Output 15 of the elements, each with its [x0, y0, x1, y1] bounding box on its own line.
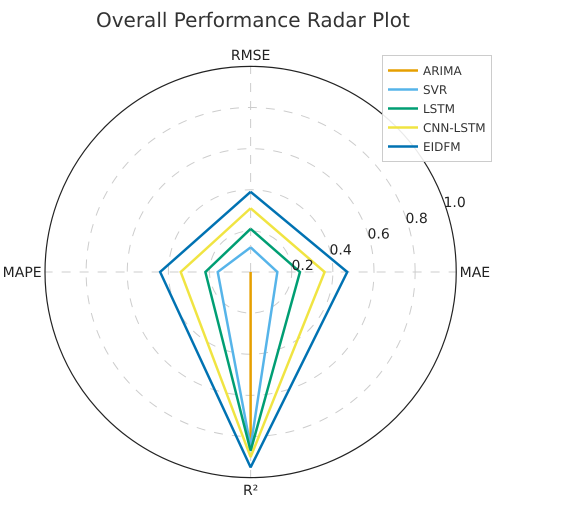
- y-tick-label: 0.4: [329, 242, 352, 258]
- y-tick-label: 0.8: [405, 210, 428, 227]
- spoke-label: MAE: [460, 264, 490, 281]
- spoke-label: RMSE: [230, 48, 270, 64]
- spoke-label: R²: [242, 483, 258, 500]
- legend-label: CNN-LSTM: [423, 121, 486, 136]
- y-tick-label: 0.2: [291, 258, 314, 274]
- legend-label: EIDFM: [423, 140, 461, 154]
- y-tick-label: 0.6: [367, 226, 390, 243]
- legend-label: LSTM: [423, 102, 455, 116]
- y-tick-label: 1.0: [443, 195, 466, 212]
- legend-label: ARIMA: [423, 64, 462, 78]
- chart-title: Overall Performance Radar Plot: [96, 8, 410, 32]
- legend-label: SVR: [423, 83, 448, 98]
- spoke-label: MAPE: [2, 264, 42, 281]
